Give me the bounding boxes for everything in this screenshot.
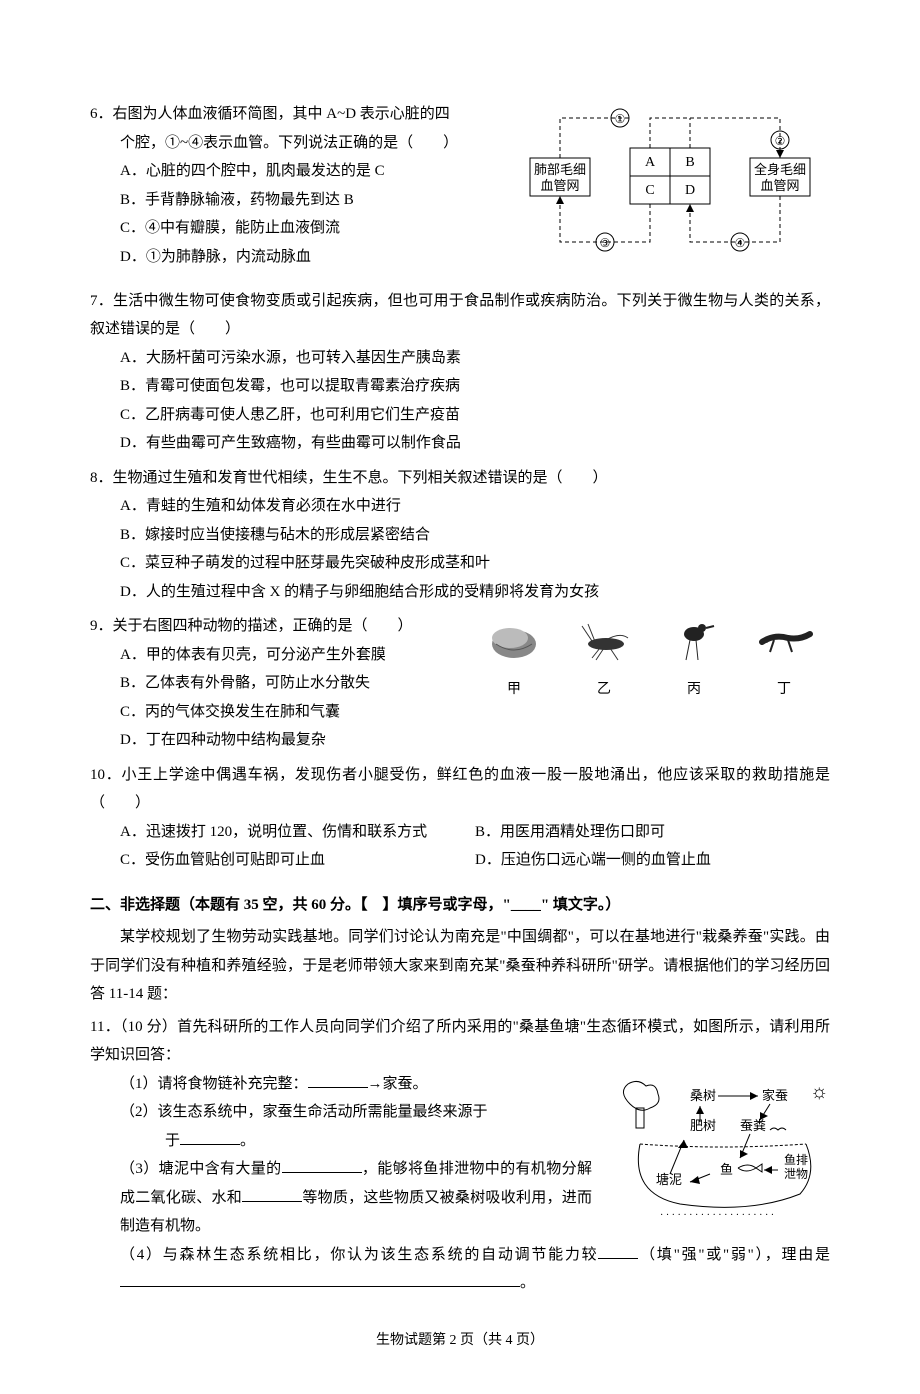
section2-title: 二、非选择题（本题有 35 空，共 60 分。【 】填序号或字母，"____" … xyxy=(90,891,830,920)
cell-a: A xyxy=(645,155,656,170)
q7-num: 7． xyxy=(90,293,113,309)
question-11: 11．（10 分）首先科研所的工作人员向同学们介绍了所内采用的"桑基鱼塘"生态循… xyxy=(90,1013,830,1298)
q7-opt-a: A．大肠杆菌可污染水源，也可转入基因生产胰岛素 xyxy=(120,344,830,373)
shell-icon xyxy=(484,614,544,664)
lung-label: 肺部毛细 xyxy=(534,162,586,177)
q10-num: 10． xyxy=(90,767,122,783)
jiacan-label: 家蚕 xyxy=(762,1088,788,1103)
sun-icon: ☼ xyxy=(810,1081,828,1103)
feishu-label: 肥树 xyxy=(690,1118,716,1133)
yupai-label1: 鱼排 xyxy=(784,1153,808,1167)
q9-num: 9． xyxy=(90,618,113,634)
svg-text:血管网: 血管网 xyxy=(760,178,799,193)
question-9: 甲 乙 丙 丁 9．关于右图四种动物的描述，正确的是（ ） A．甲的体表有贝壳，… xyxy=(90,612,830,755)
circle-2: ② xyxy=(775,134,786,148)
body-label: 全身毛细 xyxy=(754,162,806,177)
q7-opt-b: B．青霉可使面包发霉，也可以提取青霉素治疗疾病 xyxy=(120,372,830,401)
blank-4 xyxy=(242,1185,302,1202)
ground-dots: · · · · · · · · · · · · · · · · · · · · xyxy=(660,1210,774,1221)
eco-diagram-svg: ☼ 桑树 家蚕 肥树 蚕粪 塘泥 鱼 鱼排 泄物 xyxy=(600,1074,830,1224)
q8-stem: 生物通过生殖和发育世代相续，生生不息。下列相关叙述错误的是（ ） xyxy=(113,470,608,486)
q8-num: 8． xyxy=(90,470,113,486)
blank-6 xyxy=(120,1271,520,1288)
q10-opt-a: A．迅速拨打 120，说明位置、伤情和联系方式 xyxy=(120,818,475,847)
q8-opt-c: C．菜豆种子萌发的过程中胚芽最先突破种皮形成茎和叶 xyxy=(120,549,830,578)
cell-c: C xyxy=(645,183,654,198)
sang-label: 桑树 xyxy=(690,1088,716,1103)
section2-intro: 某学校规划了生物劳动实践基地。同学们讨论认为南充是"中国绸都"，可以在基地进行"… xyxy=(90,923,830,1009)
q8-opt-b: B．嫁接时应当使接穗与砧木的形成层紧密结合 xyxy=(120,521,830,550)
q10-opt-b: B．用医用酒精处理伤口即可 xyxy=(475,818,830,847)
q8-options: A．青蛙的生殖和幼体发育必须在水中进行 B．嫁接时应当使接穗与砧木的形成层紧密结… xyxy=(90,492,830,606)
page-footer: 生物试题第 2 页（共 4 页） xyxy=(90,1328,830,1355)
q6-num: 6． xyxy=(90,106,113,122)
question-7: 7．生活中微生物可使食物变质或引起疾病，但也可用于食品制作或疾病防治。下列关于微… xyxy=(90,287,830,458)
question-8: 8．生物通过生殖和发育世代相续，生生不息。下列相关叙述错误的是（ ） A．青蛙的… xyxy=(90,464,830,607)
q11-stem: （10 分）首先科研所的工作人员向同学们介绍了所内采用的"桑基鱼塘"生态循环模式… xyxy=(90,1019,830,1064)
q8-opt-d: D．人的生殖过程中含 X 的精子与卵细胞结合形成的受精卵将发育为女孩 xyxy=(120,578,830,607)
cell-b: B xyxy=(685,155,694,170)
cell-d: D xyxy=(685,183,695,198)
lizard-icon xyxy=(754,614,814,664)
tangni-label: 塘泥 xyxy=(656,1172,682,1187)
q6-diagram: 肺部毛细 血管网 全身毛细 血管网 A B C D ① ② xyxy=(510,100,830,281)
yu-label: 鱼 xyxy=(720,1162,733,1177)
q10-opt-c: C．受伤血管贴创可贴即可止血 xyxy=(120,846,475,875)
circle-4: ④ xyxy=(735,236,746,250)
animal-label-3: 丙 xyxy=(650,677,738,704)
animal-label-4: 丁 xyxy=(740,677,828,704)
q9-animals: 甲 乙 丙 丁 xyxy=(468,612,830,705)
eco-diagram: ☼ 桑树 家蚕 肥树 蚕粪 塘泥 鱼 鱼排 泄物 xyxy=(600,1074,830,1235)
svg-text:血管网: 血管网 xyxy=(540,178,579,193)
q9-stem: 关于右图四种动物的描述，正确的是（ ） xyxy=(113,618,413,634)
q10-stem: 小王上学途中偶遇车祸，发现伤者小腿受伤，鲜红色的血液一股一股地涌出，他应该采取的… xyxy=(90,767,830,812)
circle-3: ③ xyxy=(600,236,611,250)
canfen-label: 蚕粪 xyxy=(740,1118,766,1133)
q9-opt-d: D．丁在四种动物中结构最复杂 xyxy=(120,726,830,755)
q10-options: A．迅速拨打 120，说明位置、伤情和联系方式 B．用医用酒精处理伤口即可 C．… xyxy=(90,818,830,875)
q11-num: 11． xyxy=(90,1019,120,1035)
q7-opt-d: D．有些曲霉可产生致癌物，有些曲霉可以制作食品 xyxy=(120,429,830,458)
blank-1 xyxy=(308,1071,368,1088)
q11-sub4: （4）与森林生态系统相比，你认为该生态系统的自动调节能力较（填"强"或"弱"），… xyxy=(90,1241,830,1298)
question-10: 10．小王上学途中偶遇车祸，发现伤者小腿受伤，鲜红色的血液一股一股地涌出，他应该… xyxy=(90,761,830,875)
circle-1: ① xyxy=(615,112,626,126)
blank-5 xyxy=(598,1242,638,1259)
blank-2 xyxy=(180,1128,240,1145)
bird-icon xyxy=(664,614,724,664)
animal-label-1: 甲 xyxy=(470,677,558,704)
animal-label-2: 乙 xyxy=(560,677,648,704)
blank-3 xyxy=(282,1157,362,1174)
q7-opt-c: C．乙肝病毒可使人患乙肝，也可利用它们生产疫苗 xyxy=(120,401,830,430)
yupai-label2: 泄物 xyxy=(784,1167,808,1181)
grasshopper-icon xyxy=(574,614,634,664)
q7-stem: 生活中微生物可使食物变质或引起疾病，但也可用于食品制作或疾病防治。下列关于微生物… xyxy=(90,293,830,338)
q8-opt-a: A．青蛙的生殖和幼体发育必须在水中进行 xyxy=(120,492,830,521)
q7-options: A．大肠杆菌可污染水源，也可转入基因生产胰岛素 B．青霉可使面包发霉，也可以提取… xyxy=(90,344,830,458)
question-6: 肺部毛细 血管网 全身毛细 血管网 A B C D ① ② xyxy=(90,100,830,281)
circulation-diagram-svg: 肺部毛细 血管网 全身毛细 血管网 A B C D ① ② xyxy=(510,100,830,270)
q10-opt-d: D．压迫伤口远心端一侧的血管止血 xyxy=(475,846,830,875)
